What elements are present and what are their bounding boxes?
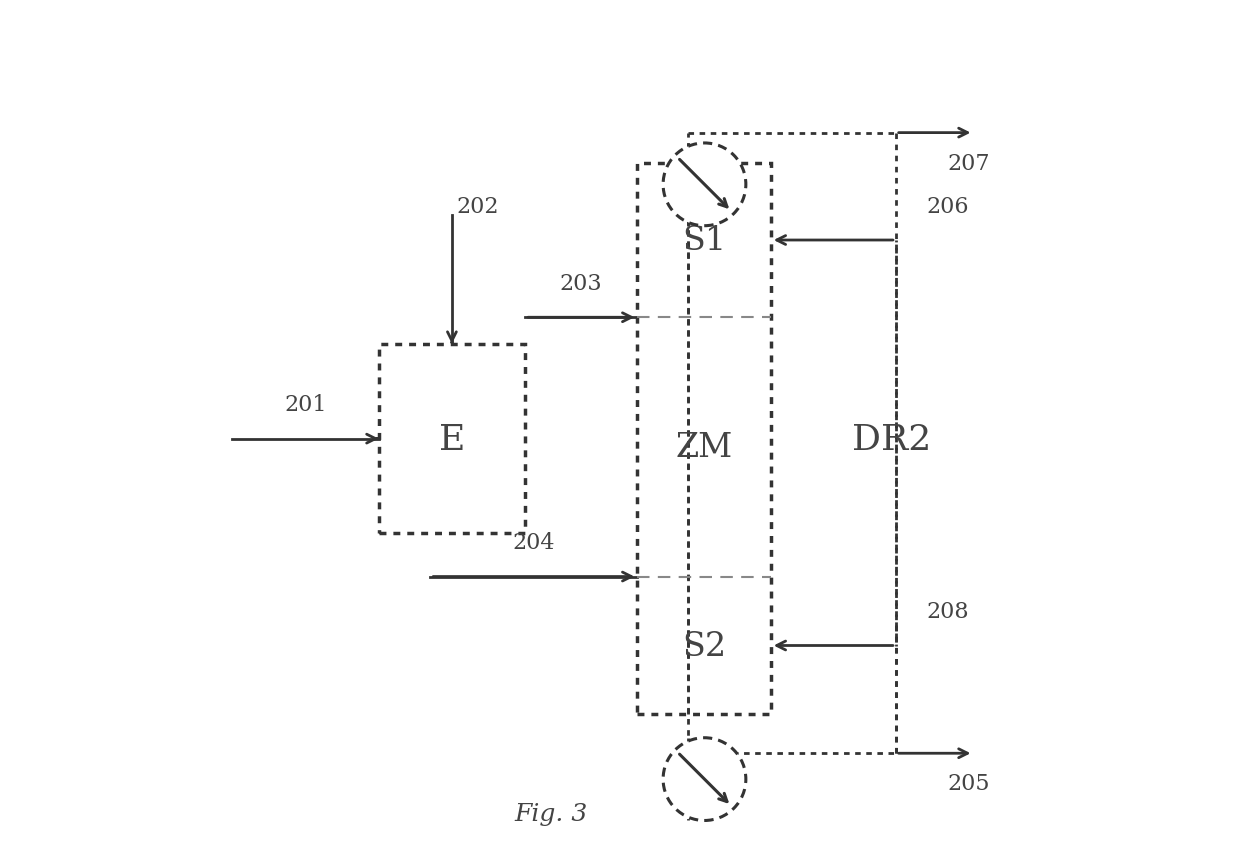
Text: S2: S2 [682, 629, 727, 662]
Bar [637, 164, 771, 715]
Text: 203: 203 [560, 272, 603, 294]
Circle shape [663, 738, 745, 821]
Text: ZM: ZM [676, 431, 733, 463]
Text: 201: 201 [284, 393, 326, 416]
Text: S1: S1 [682, 225, 727, 257]
Bar [378, 344, 526, 534]
Text: 208: 208 [926, 600, 968, 623]
Text: 207: 207 [947, 152, 991, 175]
Circle shape [663, 144, 745, 226]
Text: DR2: DR2 [852, 422, 931, 456]
Text: 204: 204 [512, 531, 556, 554]
Text: 205: 205 [947, 772, 991, 795]
Text: 202: 202 [456, 195, 498, 218]
Text: Fig. 3: Fig. 3 [515, 802, 588, 825]
Text: E: E [439, 422, 465, 456]
Text: 206: 206 [926, 195, 968, 217]
